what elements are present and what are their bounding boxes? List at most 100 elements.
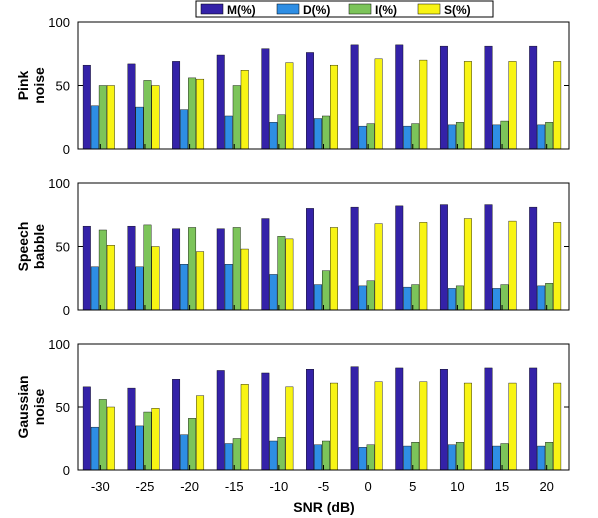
bar-s--30 (106, 85, 115, 150)
x-tick-label: 10 (450, 479, 464, 494)
bar-d-10 (447, 124, 456, 150)
bar-i--20 (188, 227, 197, 311)
bar-m--5 (306, 369, 314, 471)
y-tick-label: 50 (56, 400, 70, 415)
bar-d-0 (358, 125, 367, 150)
bar-d--10 (269, 440, 278, 471)
y-tick-label: 100 (48, 176, 70, 191)
panels: 0 50 100 Pinknoise 0 50 100 Speechbabble 0 50 100 G… (15, 15, 570, 494)
y-tick-label: 0 (63, 142, 70, 157)
bar-s-0 (374, 58, 383, 150)
legend-label: S(%) (444, 3, 471, 17)
y-tick-label: 100 (48, 337, 70, 352)
bar-i--10 (277, 114, 286, 150)
legend-swatch (348, 3, 372, 15)
bar-s-15 (508, 220, 517, 311)
bar-i--30 (98, 85, 107, 150)
bar-m--30 (82, 386, 91, 471)
x-tick-label: 5 (409, 479, 416, 494)
bar-d-15 (492, 124, 501, 150)
bar-i--30 (98, 229, 107, 311)
legend: M(%) D(%) I(%) S(%) (195, 0, 494, 18)
bar-d--5 (314, 444, 322, 471)
bar-m-20 (529, 45, 538, 150)
bar-s--15 (240, 70, 249, 150)
bar-d-10 (447, 444, 456, 471)
bar-m-10 (439, 204, 448, 311)
bar-s--10 (285, 62, 294, 150)
bar-m--25 (127, 63, 136, 150)
x-tick-label: -15 (225, 479, 244, 494)
bar-d--25 (135, 266, 144, 311)
bar-m-5 (395, 205, 404, 311)
bar-s--25 (151, 85, 160, 150)
bar-m-15 (484, 204, 493, 311)
bar-d--5 (314, 118, 322, 150)
bar-d-15 (492, 445, 501, 471)
y-tick-label: 50 (56, 79, 70, 94)
bar-m--20 (172, 228, 181, 311)
bar-s--30 (106, 406, 115, 471)
bar-s--5 (330, 227, 338, 311)
y-axis-label: Pinknoise (15, 67, 47, 104)
bar-d--10 (269, 274, 278, 311)
bar-d-5 (403, 125, 412, 150)
x-axis-label: SNR (dB) (293, 499, 354, 515)
bar-s--10 (285, 386, 294, 471)
y-axis-label-line: Pink (15, 71, 31, 101)
legend-swatch (276, 3, 300, 15)
bar-m--5 (306, 208, 314, 311)
bar-d--15 (224, 115, 233, 150)
legend-label: D(%) (303, 3, 330, 17)
bar-m-20 (529, 367, 538, 471)
bar-m--10 (261, 218, 270, 311)
bar-s--5 (330, 64, 338, 150)
bar-m--15 (216, 54, 225, 150)
bar-m--10 (261, 372, 270, 471)
bar-m-0 (350, 366, 359, 471)
panel-3: 0 50 100 Gaussiannoise (15, 337, 570, 478)
bar-d-0 (358, 285, 367, 311)
bar-m--15 (216, 370, 225, 471)
bar-d-5 (403, 445, 412, 471)
bar-m-15 (484, 45, 493, 150)
y-tick-label: 0 (63, 463, 70, 478)
bar-s--30 (106, 245, 115, 311)
bar-m-20 (529, 206, 538, 311)
x-tick-label: -10 (269, 479, 288, 494)
x-tick-label: -30 (91, 479, 110, 494)
x-tick-label: 15 (495, 479, 509, 494)
bar-s-10 (463, 218, 472, 311)
bar-s--20 (196, 78, 205, 150)
bar-m-5 (395, 367, 404, 471)
bar-s-5 (419, 381, 428, 471)
bar-i--15 (232, 85, 241, 150)
bar-m--5 (306, 52, 314, 150)
y-axis-label-line: Speech (15, 222, 31, 272)
y-tick-label: 100 (48, 15, 70, 30)
y-axis-label: Speechbabble (15, 222, 47, 272)
bar-s-15 (508, 61, 517, 150)
bar-i--5 (322, 270, 330, 311)
bar-i--25 (143, 80, 152, 150)
bar-s--20 (196, 251, 205, 311)
bar-i--25 (143, 411, 152, 471)
bar-d--10 (269, 122, 278, 150)
bar-d--20 (180, 109, 189, 150)
bar-d--15 (224, 264, 233, 311)
bar-i--20 (188, 418, 197, 471)
bar-m-5 (395, 44, 404, 150)
y-axis-label: Gaussiannoise (15, 375, 47, 438)
y-axis-label-line: Gaussian (15, 375, 31, 438)
bar-m--30 (82, 64, 91, 150)
bar-s--25 (151, 246, 160, 311)
bar-m--15 (216, 228, 225, 311)
bar-d-20 (537, 445, 546, 471)
bar-d--20 (180, 434, 189, 471)
bar-s-0 (374, 223, 383, 311)
bar-s-20 (553, 222, 562, 311)
bar-m-0 (350, 206, 359, 311)
y-axis-label-line: noise (31, 67, 47, 104)
bar-m-0 (350, 44, 359, 150)
bar-s-10 (463, 61, 472, 150)
